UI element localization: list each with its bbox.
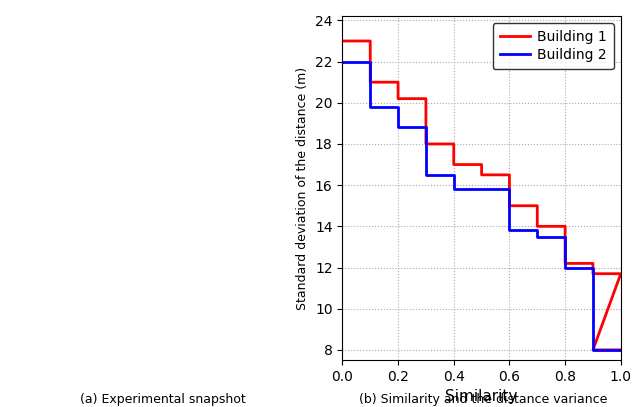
Building 1 bbox=[589, 261, 597, 266]
Building 1 bbox=[339, 39, 346, 44]
Building 2 bbox=[366, 105, 374, 109]
Building 1 bbox=[450, 142, 458, 147]
Building 1 bbox=[561, 224, 569, 229]
Building 2 bbox=[506, 187, 513, 192]
Building 2 bbox=[450, 173, 458, 177]
Text: (a) Experimental snapshot: (a) Experimental snapshot bbox=[81, 393, 246, 406]
Building 2 bbox=[339, 59, 346, 64]
Building 1 bbox=[422, 142, 430, 147]
Line: Building 1: Building 1 bbox=[342, 41, 621, 350]
Building 1 bbox=[394, 96, 402, 101]
Building 2 bbox=[589, 265, 597, 270]
Building 1 bbox=[366, 39, 374, 44]
Building 1 bbox=[506, 204, 513, 208]
Building 2 bbox=[394, 125, 402, 130]
Building 1 bbox=[561, 261, 569, 266]
Building 2 bbox=[366, 59, 374, 64]
Building 1 bbox=[422, 96, 430, 101]
Y-axis label: Standard deviation of the distance (m): Standard deviation of the distance (m) bbox=[296, 67, 309, 310]
Building 1 bbox=[534, 224, 541, 229]
Building 2 bbox=[561, 265, 569, 270]
Building 2 bbox=[561, 234, 569, 239]
Building 2 bbox=[422, 125, 430, 130]
Building 1 bbox=[617, 348, 625, 352]
Building 2 bbox=[534, 228, 541, 233]
Text: (b) Similarity and the distance variance: (b) Similarity and the distance variance bbox=[359, 393, 607, 406]
Building 1 bbox=[534, 204, 541, 208]
Building 2 bbox=[617, 348, 625, 352]
Building 2 bbox=[450, 187, 458, 192]
Building 1 bbox=[589, 348, 597, 352]
Building 1 bbox=[450, 162, 458, 167]
Building 2 bbox=[534, 234, 541, 239]
Building 2 bbox=[506, 228, 513, 233]
Building 2 bbox=[394, 105, 402, 109]
Building 1 bbox=[589, 271, 597, 276]
Building 1 bbox=[506, 173, 513, 177]
Building 1 bbox=[394, 80, 402, 85]
Building 1 bbox=[366, 80, 374, 85]
Building 2 bbox=[477, 187, 486, 192]
Building 2 bbox=[477, 187, 486, 192]
Building 1 bbox=[617, 271, 625, 276]
Line: Building 2: Building 2 bbox=[342, 61, 621, 350]
Building 1 bbox=[477, 162, 486, 167]
Building 2 bbox=[422, 173, 430, 177]
Legend: Building 1, Building 2: Building 1, Building 2 bbox=[493, 23, 614, 69]
Building 2 bbox=[589, 348, 597, 352]
Building 1 bbox=[477, 173, 486, 177]
X-axis label: Similarity: Similarity bbox=[445, 389, 518, 405]
